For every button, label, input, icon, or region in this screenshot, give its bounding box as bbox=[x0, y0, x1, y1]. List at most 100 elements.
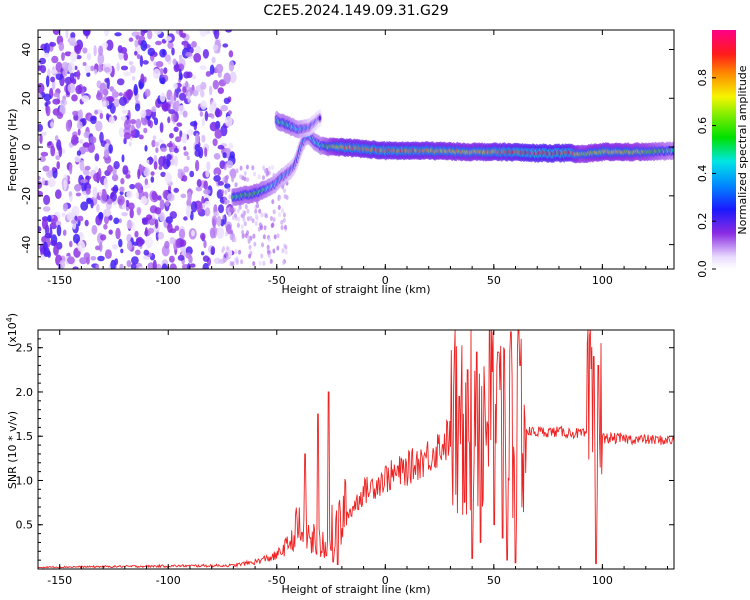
noise-speckle bbox=[154, 30, 162, 35]
noise-speckle bbox=[209, 121, 218, 132]
noise-speckle bbox=[104, 30, 110, 37]
noise-speckle bbox=[147, 119, 151, 127]
noise-speckle bbox=[134, 103, 141, 112]
noise-speckle bbox=[166, 159, 171, 168]
noise-speckle bbox=[151, 139, 156, 148]
noise-speckle bbox=[254, 221, 258, 226]
noise-speckle bbox=[203, 240, 207, 249]
noise-speckle bbox=[105, 39, 114, 51]
noise-speckle bbox=[191, 75, 197, 80]
noise-speckle bbox=[147, 47, 156, 57]
noise-speckle bbox=[134, 50, 138, 56]
noise-speckle bbox=[161, 263, 168, 269]
noise-speckle bbox=[183, 216, 188, 221]
noise-speckle bbox=[135, 35, 140, 40]
noise-speckle bbox=[74, 184, 82, 192]
noise-speckle bbox=[284, 244, 288, 250]
noise-speckle bbox=[118, 238, 123, 248]
noise-speckle bbox=[74, 65, 78, 70]
noise-speckle bbox=[239, 174, 243, 180]
noise-speckle bbox=[222, 152, 227, 159]
noise-speckle bbox=[223, 72, 231, 85]
noise-speckle bbox=[40, 65, 47, 74]
noise-speckle bbox=[173, 126, 179, 132]
noise-speckle bbox=[223, 165, 227, 171]
noise-speckle bbox=[267, 165, 271, 171]
noise-speckle bbox=[213, 175, 221, 182]
noise-speckle bbox=[243, 176, 247, 182]
noise-speckle bbox=[191, 41, 197, 48]
noise-speckle bbox=[251, 218, 255, 224]
noise-speckle bbox=[83, 170, 90, 176]
noise-speckle bbox=[147, 262, 155, 269]
noise-speckle bbox=[199, 65, 207, 70]
noise-speckle bbox=[66, 211, 74, 221]
noise-speckle bbox=[195, 159, 200, 172]
noise-speckle bbox=[201, 134, 206, 143]
noise-speckle bbox=[139, 55, 144, 68]
noise-speckle bbox=[74, 43, 82, 55]
colorbar-label: Normalized spectral amplitude bbox=[736, 65, 749, 234]
noise-speckle bbox=[43, 241, 48, 251]
noise-speckle bbox=[229, 170, 233, 176]
noise-speckle bbox=[172, 82, 178, 90]
noise-speckle bbox=[185, 252, 192, 259]
noise-speckle bbox=[104, 249, 112, 259]
noise-speckle bbox=[277, 205, 281, 210]
noise-speckle bbox=[170, 160, 174, 166]
noise-speckle bbox=[248, 244, 252, 250]
noise-speckle bbox=[174, 225, 180, 231]
noise-speckle bbox=[152, 135, 157, 141]
noise-speckle bbox=[243, 170, 247, 176]
noise-speckle bbox=[108, 229, 113, 235]
noise-speckle bbox=[245, 164, 249, 170]
noise-speckle bbox=[49, 69, 58, 74]
noise-speckle bbox=[114, 32, 122, 37]
noise-speckle bbox=[177, 254, 185, 261]
noise-speckle bbox=[45, 75, 50, 88]
noise-speckle bbox=[120, 47, 128, 54]
noise-speckle bbox=[201, 251, 205, 256]
noise-speckle bbox=[75, 192, 82, 197]
noise-speckle bbox=[210, 113, 215, 119]
noise-speckle bbox=[200, 81, 207, 90]
noise-speckle bbox=[99, 82, 107, 95]
noise-speckle bbox=[97, 63, 103, 73]
noise-speckle bbox=[209, 227, 216, 239]
noise-speckle bbox=[110, 259, 116, 269]
noise-speckle bbox=[185, 80, 189, 88]
colorbar: 0.0 0.2 0.4 0.6 0.8 Normalized spectral ampl… bbox=[696, 30, 749, 278]
noise-speckle bbox=[146, 214, 152, 221]
noise-speckle bbox=[130, 263, 137, 269]
noise-speckle bbox=[234, 249, 238, 255]
noise-speckle bbox=[173, 187, 179, 193]
noise-speckle bbox=[169, 263, 177, 269]
noise-speckle bbox=[246, 177, 250, 183]
noise-speckle bbox=[52, 167, 56, 172]
noise-speckle bbox=[144, 145, 148, 152]
noise-speckle bbox=[176, 122, 183, 127]
noise-speckle bbox=[222, 177, 226, 183]
noise-speckle bbox=[81, 181, 87, 193]
noise-speckle bbox=[215, 63, 224, 74]
noise-speckle bbox=[167, 41, 174, 49]
noise-speckle bbox=[84, 64, 91, 73]
noise-speckle bbox=[238, 204, 242, 210]
noise-speckle bbox=[278, 212, 282, 218]
noise-speckle bbox=[262, 175, 265, 181]
noise-speckle bbox=[128, 141, 132, 147]
noise-speckle bbox=[158, 165, 163, 171]
snr-x-ticks: -150 -100 -50 0 50 100 bbox=[37, 330, 668, 587]
noise-speckle bbox=[38, 65, 42, 71]
noise-speckle bbox=[86, 52, 91, 61]
noise-speckle bbox=[76, 69, 81, 80]
noise-speckle bbox=[69, 41, 78, 47]
noise-speckle bbox=[134, 182, 143, 190]
noise-speckle bbox=[209, 64, 215, 75]
noise-speckle bbox=[228, 211, 232, 217]
noise-speckle bbox=[241, 229, 245, 235]
noise-speckle bbox=[183, 151, 189, 157]
noise-speckle bbox=[213, 153, 221, 160]
noise-speckle bbox=[95, 264, 100, 269]
noise-speckle bbox=[180, 193, 187, 199]
